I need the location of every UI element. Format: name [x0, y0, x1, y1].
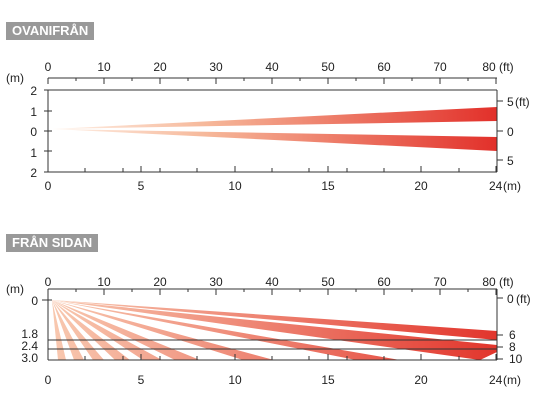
side-m-tick-24: 24 [489, 373, 503, 387]
top-m-tick-0: 0 [45, 179, 52, 193]
side-right-tick-0: 0 [507, 292, 514, 306]
top-ft-tick-40: 40 [265, 60, 279, 74]
side-m-tick-10: 10 [228, 373, 242, 387]
side-ft-unit: (ft) [499, 275, 514, 289]
top-ft-unit: (ft) [499, 60, 514, 74]
side-beam-9 [52, 300, 84, 360]
top-right-unit: (ft) [515, 95, 530, 109]
top-m-tick-20: 20 [414, 179, 428, 193]
top-m-tick-10: 10 [228, 179, 242, 193]
side-view-title: FRÅN SIDAN [6, 234, 99, 252]
side-view-diagram: 0 10 20 30 40 50 60 70 80 (ft) (m) 0 1.8… [6, 275, 531, 387]
side-m-tick-15: 15 [321, 373, 335, 387]
top-right-tick-1: 0 [507, 125, 514, 139]
side-ft-tick-40: 40 [265, 275, 279, 289]
top-ft-tick-30: 30 [209, 60, 223, 74]
side-left-tick-0: 0 [31, 294, 38, 308]
side-beam-2 [52, 300, 497, 360]
side-right-unit: (ft) [516, 292, 531, 306]
side-ft-tick-50: 50 [321, 275, 335, 289]
side-m-tick-20: 20 [414, 373, 428, 387]
top-ft-tick-20: 20 [153, 60, 167, 74]
side-ft-tick-10: 10 [97, 275, 111, 289]
side-beam-4 [52, 300, 274, 360]
top-ft-tick-0: 0 [45, 60, 52, 74]
top-view-diagram: 0 10 20 30 40 50 60 70 80 (ft) (m) 2 1 0… [6, 60, 530, 193]
top-ft-tick-50: 50 [321, 60, 335, 74]
top-right-tick-2: 5 [507, 154, 514, 168]
side-ft-tick-70: 70 [433, 275, 447, 289]
side-beam-10 [52, 300, 66, 360]
top-right-tick-0: 5 [507, 95, 514, 109]
side-beam-3 [52, 300, 400, 360]
top-left-tick-0: 2 [30, 84, 37, 98]
side-beam-8 [52, 300, 104, 360]
top-view-title: OVANIFRÅN [6, 22, 95, 40]
top-ft-tick-60: 60 [377, 60, 391, 74]
side-left-tick-3: 3.0 [21, 351, 38, 365]
side-left-unit: (m) [6, 282, 24, 296]
top-left-tick-3: 1 [30, 146, 37, 160]
side-left-tick-1: 1.8 [21, 327, 38, 341]
side-ft-tick-80: 80 [482, 275, 496, 289]
side-beam-6 [52, 300, 162, 360]
side-ft-tick-0: 0 [45, 275, 52, 289]
side-ft-tick-60: 60 [377, 275, 391, 289]
side-beam-5 [52, 300, 200, 360]
side-right-tick-2: 8 [509, 340, 516, 354]
top-m-tick-24: 24 [489, 179, 503, 193]
side-right-tick-3: 10 [509, 352, 523, 366]
top-ft-tick-10: 10 [97, 60, 111, 74]
top-beam-lower [52, 129, 497, 151]
top-beam-upper [52, 107, 497, 129]
top-left-tick-1: 1 [30, 105, 37, 119]
side-ft-tick-20: 20 [153, 275, 167, 289]
side-m-tick-5: 5 [138, 373, 145, 387]
side-left-tick-2: 2.4 [21, 339, 38, 353]
side-right-tick-1: 6 [509, 328, 516, 342]
top-left-unit: (m) [6, 71, 24, 85]
side-m-tick-0: 0 [45, 373, 52, 387]
top-m-unit: (m) [503, 179, 521, 193]
side-m-unit: (m) [503, 373, 521, 387]
side-beam-1 [52, 300, 497, 340]
side-ft-tick-30: 30 [209, 275, 223, 289]
top-m-tick-5: 5 [138, 179, 145, 193]
top-m-tick-15: 15 [321, 179, 335, 193]
top-left-tick-4: 2 [30, 166, 37, 180]
top-ft-tick-80: 80 [482, 60, 496, 74]
top-ft-tick-70: 70 [433, 60, 447, 74]
top-left-tick-2: 0 [30, 125, 37, 139]
side-beam-7 [52, 300, 130, 360]
